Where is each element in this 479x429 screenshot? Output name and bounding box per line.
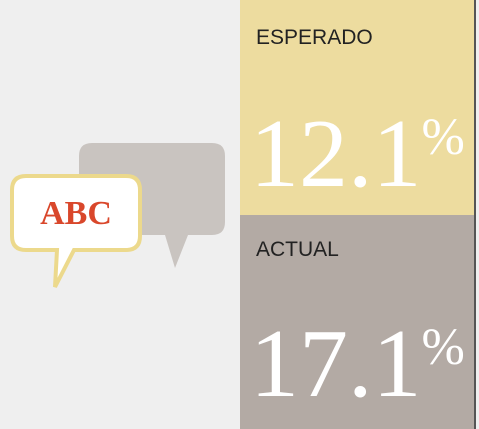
value-unit: % xyxy=(422,109,465,166)
panel-label: ESPERADO xyxy=(256,26,373,49)
panel-value: 17.1% xyxy=(250,310,465,418)
icon-text: ABC xyxy=(40,195,112,232)
panel-label: ACTUAL xyxy=(256,238,339,261)
edge-line xyxy=(474,0,476,429)
panel-actual xyxy=(240,215,474,429)
value-unit: % xyxy=(422,319,465,376)
speech-bubble-front xyxy=(10,174,142,288)
value-number: 17.1 xyxy=(250,310,422,418)
panel-value: 12.1% xyxy=(250,100,465,208)
panel-expected xyxy=(240,0,474,215)
value-number: 12.1 xyxy=(250,100,422,208)
